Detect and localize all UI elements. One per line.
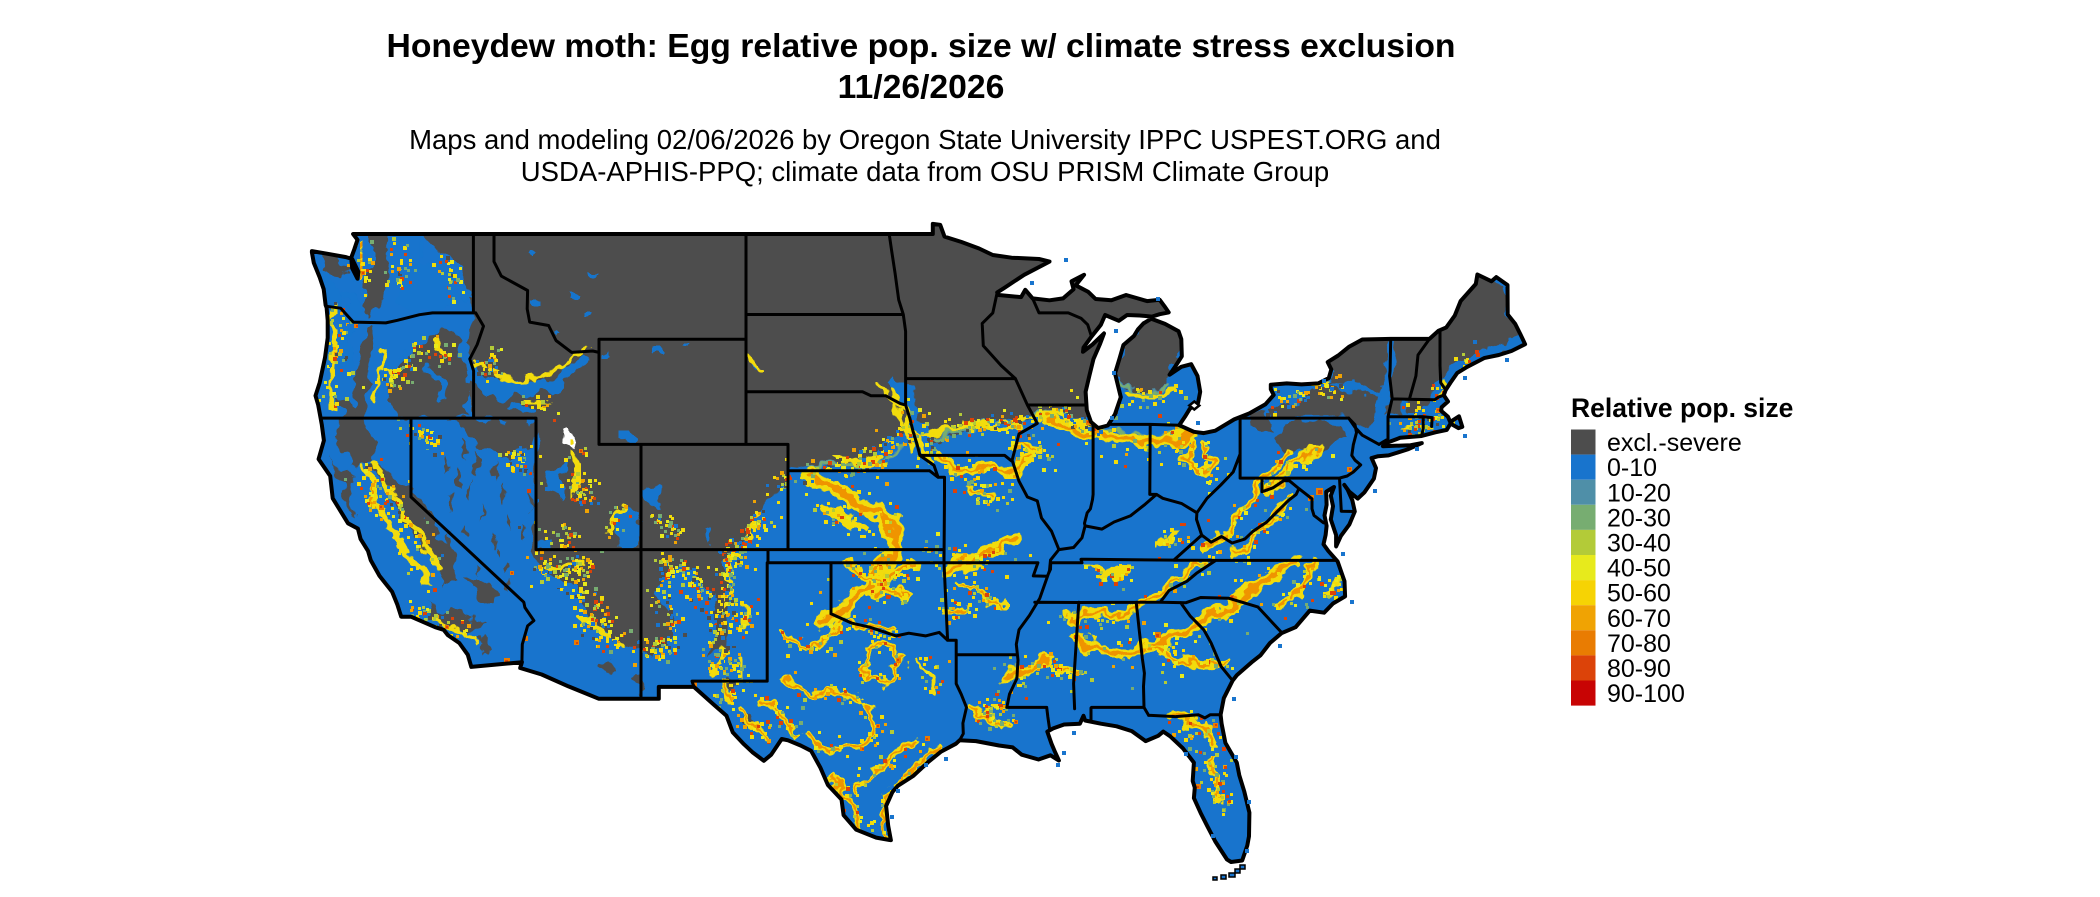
svg-text:Honeydew moth: Egg relative po: Honeydew moth: Egg relative pop. size w/… xyxy=(387,27,1456,65)
svg-text:Relative pop. size: Relative pop. size xyxy=(1571,393,1793,423)
svg-text:Maps and modeling 02/06/2026 b: Maps and modeling 02/06/2026 by Oregon S… xyxy=(409,124,1441,155)
svg-text:excl.-severe: excl.-severe xyxy=(1607,429,1742,457)
svg-text:60-70: 60-70 xyxy=(1607,605,1671,633)
svg-text:90-100: 90-100 xyxy=(1607,680,1685,708)
svg-text:40-50: 40-50 xyxy=(1607,555,1671,583)
svg-text:11/26/2026: 11/26/2026 xyxy=(838,68,1005,106)
svg-text:70-80: 70-80 xyxy=(1607,630,1671,658)
svg-text:20-30: 20-30 xyxy=(1607,504,1671,532)
svg-text:10-20: 10-20 xyxy=(1607,479,1671,507)
svg-text:50-60: 50-60 xyxy=(1607,580,1671,608)
svg-text:30-40: 30-40 xyxy=(1607,529,1671,557)
svg-text:80-90: 80-90 xyxy=(1607,655,1671,683)
svg-text:0-10: 0-10 xyxy=(1607,454,1657,482)
svg-text:USDA-APHIS-PPQ; climate data f: USDA-APHIS-PPQ; climate data from OSU PR… xyxy=(521,156,1329,187)
